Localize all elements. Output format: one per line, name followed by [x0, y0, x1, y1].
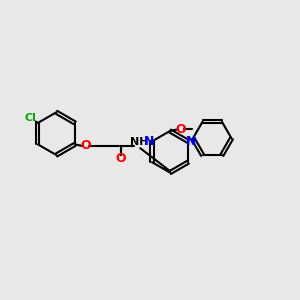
Text: O: O [175, 123, 186, 136]
Text: O: O [116, 152, 126, 165]
Text: Cl: Cl [25, 113, 36, 124]
Text: N: N [144, 135, 154, 148]
Text: N: N [186, 135, 196, 148]
Text: NH: NH [130, 137, 148, 147]
Text: O: O [80, 139, 91, 152]
